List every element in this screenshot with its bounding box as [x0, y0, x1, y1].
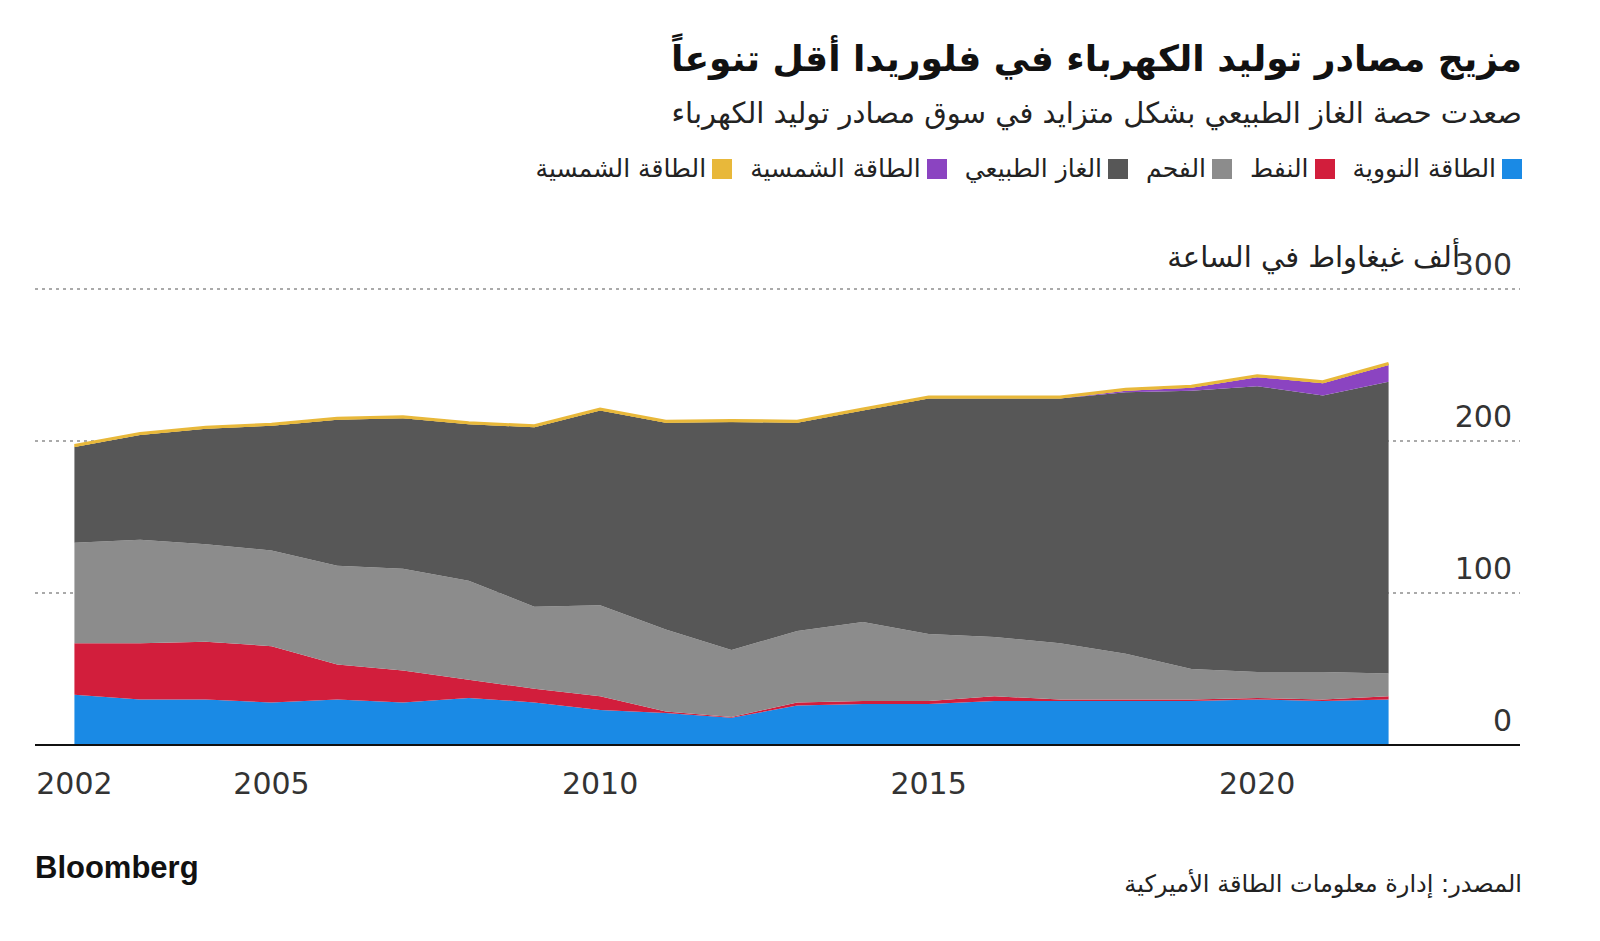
html-text:النفط: النفط [1250, 154, 1309, 183]
html-text:الطاقة الشمسية: الطاقة الشمسية [535, 154, 707, 183]
html-text:ألف غيغاواط في الساعة: ألف غيغاواط في الساعة [1167, 240, 1460, 274]
svg-text:2015: 2015 [890, 766, 966, 801]
html-text:الطاقة النووية: الطاقة النووية [1352, 154, 1496, 183]
svg-text:2005: 2005 [233, 766, 309, 801]
html-text:المصدر: إدارة معلومات الطاقة ا: المصدر: إدارة معلومات الطاقة الأميركية [1124, 870, 1522, 898]
svg-text:200: 200 [1455, 399, 1512, 434]
svg-text:2010: 2010 [562, 766, 638, 801]
svg-text:2002: 2002 [36, 766, 112, 801]
svg-text:300: 300 [1455, 247, 1512, 282]
html-text:الطاقة الشمسية: الطاقة الشمسية [750, 154, 921, 183]
svg-text:0: 0 [1493, 703, 1512, 738]
html-text:مزيج مصادر توليد الكهرباء في ف: مزيج مصادر توليد الكهرباء في فلوريدا أقل… [671, 38, 1522, 79]
svg-text:2020: 2020 [1219, 766, 1295, 801]
html-text:Bloomberg: Bloomberg [35, 850, 199, 885]
html-text:الفحم: الفحم [1146, 154, 1207, 183]
svg-text:100: 100 [1455, 551, 1512, 586]
html-text:الغاز الطبيعي: الغاز الطبيعي [964, 154, 1103, 183]
html-text:صعدت حصة الغاز الطبيعي بشكل مت: صعدت حصة الغاز الطبيعي بشكل متزايد في سو… [671, 96, 1522, 130]
